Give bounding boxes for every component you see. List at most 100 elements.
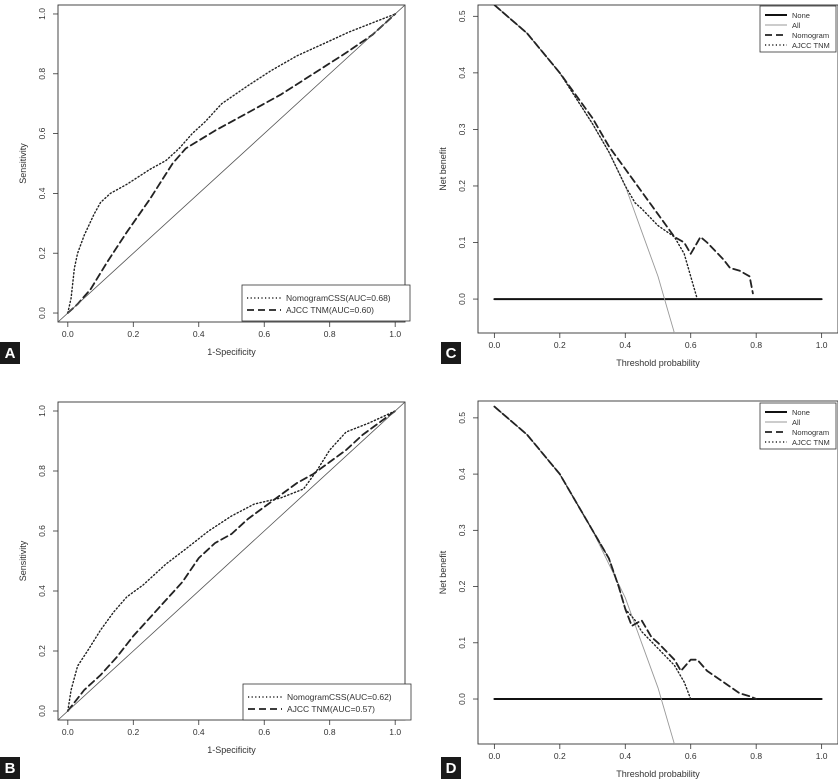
y-tick-label: 1.0 [37,8,47,20]
x-tick-label: 0.2 [554,340,566,350]
legend-box [242,683,412,721]
series-line-ajcc-tnm [493,405,692,700]
legend-box [241,284,411,322]
x-tick-label: 1.0 [389,329,401,339]
y-tick-label: 0.4 [457,468,467,480]
panel-letter-box [0,757,20,779]
x-tick-label: 0.6 [685,340,697,350]
x-tick-label: 0.4 [619,751,631,761]
legend-label: AJCC TNM [792,41,830,50]
legend-label: AJCC TNM [792,438,830,447]
panel-letter: D [446,760,457,777]
x-tick-label: 0.8 [750,751,762,761]
series-group [58,402,405,720]
y-tick-label: 0.6 [37,127,47,139]
series-line-reference [58,402,405,720]
x-axis-label: 1-Specificity [207,745,256,755]
x-tick-label: 0.0 [62,727,74,737]
y-tick-label: 0.1 [457,637,467,649]
legend: NomogramCSS(AUC=0.62) AJCC TNM(AUC=0.57) [242,683,412,721]
legend-label: Nomogram [792,31,829,40]
x-tick-label: 0.0 [488,340,500,350]
x-tick-label: 0.8 [324,329,336,339]
chart-panel-d: 0.0 0.2 0.4 0.6 0.8 1.0 0.0 0.1 0.2 0.3 0.4 0.5 Thre… [438,400,838,779]
chart-panel-a: 0.0 0.2 0.4 0.6 0.8 1.0 0.0 0.2 0.4 0.6 0.8 1.0 1-Sp… [0,4,411,364]
series-line-ajcc-tnm-auc-0-60 [66,13,397,314]
panel-letter-box [441,342,461,364]
panel-letter: A [5,345,16,362]
series-line-nomogram [493,405,758,700]
plot-frame [477,4,838,334]
y-tick-label: 1.0 [37,405,47,417]
series-line-all [493,5,675,333]
panel-letter: B [5,760,16,777]
x-tick-label: 0.4 [193,727,205,737]
y-tick-label: 0.3 [457,123,467,135]
panel-letter: C [446,345,457,362]
legend-label: NomogramCSS(AUC=0.62) [287,692,392,702]
y-tick-label: 0.0 [457,693,467,705]
x-tick-label: 0.8 [324,727,336,737]
y-tick-label: 0.0 [37,705,47,717]
y-axis-label: Sensitivity [18,540,28,581]
y-tick-label: 0.8 [37,68,47,80]
y-tick-label: 0.5 [457,412,467,424]
legend-label: NomogramCSS(AUC=0.68) [286,293,391,303]
y-tick-label: 0.2 [457,180,467,192]
x-tick-label: 0.6 [258,329,270,339]
y-tick-label: 0.5 [457,10,467,22]
x-tick-label: 0.6 [258,727,270,737]
series-group [493,5,823,333]
x-tick-label: 1.0 [816,751,828,761]
x-tick-label: 0.0 [62,329,74,339]
legend-label: Nomogram [792,428,829,437]
panel-letter-box [0,342,20,364]
series-line-ajcc-tnm-auc-0-57 [66,410,397,712]
legend-label: All [792,21,801,30]
series-line-nomogramcss-auc-0-68 [67,13,396,314]
x-tick-label: 1.0 [816,340,828,350]
x-tick-label: 0.4 [619,340,631,350]
series-line-nomogram [493,5,754,295]
series-line-reference [58,5,405,322]
x-tick-label: 0.6 [685,751,697,761]
x-tick-label: 0.8 [750,340,762,350]
legend-label: None [792,408,810,417]
legend-label: AJCC TNM(AUC=0.57) [287,704,375,714]
y-tick-label: 0.8 [37,465,47,477]
y-tick-label: 0.0 [37,307,47,319]
y-tick-label: 0.1 [457,236,467,248]
panel-letter-box [441,757,461,779]
x-tick-label: 0.4 [193,329,205,339]
y-tick-label: 0.4 [457,67,467,79]
chart-panel-c: 0.0 0.2 0.4 0.6 0.8 1.0 0.0 0.1 0.2 0.3 0.4 0.5 Thre… [438,4,838,368]
legend-label: All [792,418,801,427]
y-tick-label: 0.2 [37,645,47,657]
y-tick-label: 0.2 [457,580,467,592]
y-axis-label: Sensitivity [18,143,28,184]
y-axis-label: Net benefit [438,550,448,594]
legend-label: None [792,11,810,20]
series-group [58,5,405,322]
y-tick-label: 0.4 [37,585,47,597]
x-axis-label: Threshold probability [616,358,700,368]
x-tick-label: 0.0 [488,751,500,761]
y-tick-label: 0.0 [457,293,467,305]
x-tick-label: 0.2 [127,329,139,339]
plot-frame [57,4,406,323]
x-tick-label: 0.2 [127,727,139,737]
y-tick-label: 0.4 [37,187,47,199]
y-axis-label: Net benefit [438,147,448,191]
plot-frame [57,401,406,721]
x-axis-label: Threshold probability [616,769,700,779]
series-line-ajcc-tnm [493,5,698,300]
y-tick-label: 0.3 [457,524,467,536]
legend: NomogramCSS(AUC=0.68) AJCC TNM(AUC=0.60) [241,284,411,322]
chart-panel-b: 0.0 0.2 0.4 0.6 0.8 1.0 0.0 0.2 0.4 0.6 0.8 1.0 1-Sp… [0,401,412,779]
plot-frame [477,400,838,745]
series-line-all [493,406,675,744]
x-tick-label: 0.2 [554,751,566,761]
